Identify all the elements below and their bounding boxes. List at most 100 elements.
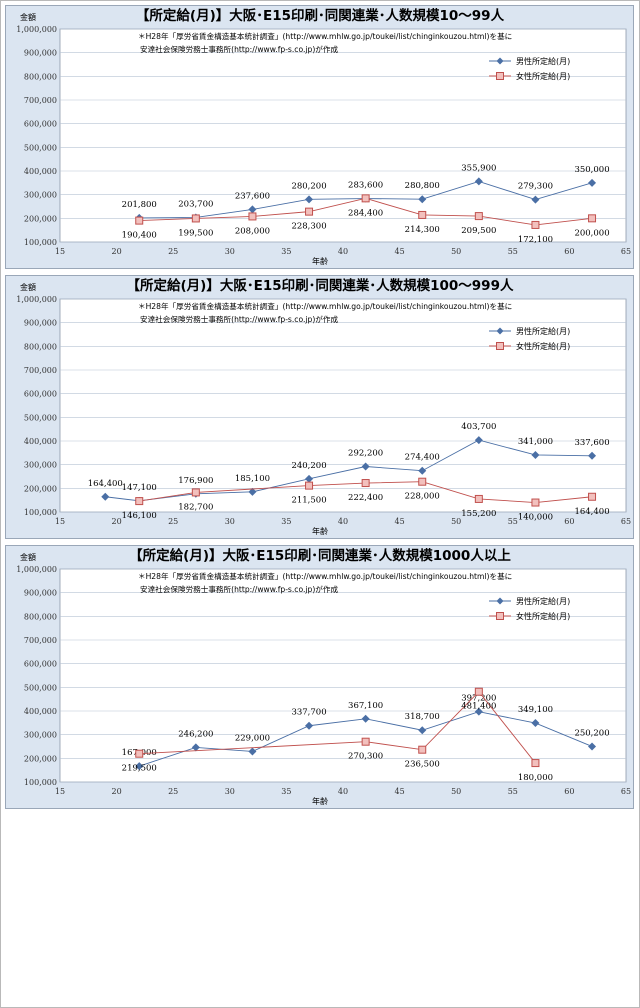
male-point — [531, 450, 540, 459]
y-tick-label: 400,000 — [24, 707, 57, 716]
chart-title: 【所定給(月)】大阪･E15印刷･同関連業･人数規模10～99人 — [136, 7, 505, 24]
x-tick-label: 65 — [621, 247, 631, 256]
data-label: 397,200 — [461, 694, 496, 704]
data-label: 236,500 — [405, 760, 440, 770]
data-label: 140,000 — [518, 513, 553, 523]
data-label: 228,300 — [291, 222, 326, 232]
source-note-line2: 安達社会保険労務士事務所(http://www.fp-s.co.jp)が作成 — [140, 314, 338, 324]
y-tick-label: 500,000 — [24, 413, 57, 422]
source-note-line1: ＊H28年「厚労省賃金構造基本統計調査」(http://www.mhlw.go.… — [138, 571, 512, 581]
male-point — [418, 726, 427, 735]
data-label: 214,300 — [405, 225, 440, 235]
chart-panel-2: 100,000 200,000 300,000 400,000 500,000 600,0… — [5, 275, 634, 539]
data-label: 147,100 — [122, 483, 157, 493]
x-tick-label: 30 — [225, 517, 235, 526]
male-point — [305, 721, 314, 730]
data-label: 219,500 — [122, 764, 157, 774]
data-label: 176,900 — [178, 476, 213, 486]
x-tick-label: 25 — [168, 787, 178, 796]
x-tick-label: 15 — [55, 247, 65, 256]
data-label: 481,400 — [461, 702, 496, 712]
x-tick-label: 40 — [338, 517, 348, 526]
y-tick-label: 500,000 — [24, 143, 57, 152]
x-tick-label: 35 — [281, 247, 291, 256]
male-point — [191, 743, 200, 752]
female-point — [361, 479, 370, 488]
data-label: 164,400 — [574, 507, 609, 517]
y-tick-label: 800,000 — [24, 612, 57, 621]
legend-marker — [496, 327, 504, 335]
x-tick-label: 25 — [168, 517, 178, 526]
data-label: 337,600 — [574, 438, 609, 448]
x-tick-label: 55 — [508, 247, 518, 256]
legend-entry: 男性所定給(月) — [516, 596, 570, 606]
data-label: 201,800 — [122, 200, 157, 210]
y-tick-label: 100,000 — [24, 238, 57, 247]
x-tick-label: 60 — [564, 517, 574, 526]
male-point — [474, 707, 483, 716]
chart-svg-1: 100,000 200,000 300,000 400,000 500,000 600,0… — [16, 7, 631, 266]
male-point — [588, 178, 597, 187]
y-tick-label: 700,000 — [24, 366, 57, 375]
female-point — [135, 497, 144, 506]
x-axis-label: 年齢 — [312, 526, 328, 536]
female-point — [305, 207, 314, 216]
y-tick-label: 600,000 — [24, 120, 57, 129]
x-tick-label: 50 — [451, 517, 461, 526]
female-point — [588, 492, 597, 501]
x-tick-label: 20 — [112, 787, 122, 796]
male-point — [531, 719, 540, 728]
male-point — [474, 436, 483, 445]
data-label: 280,200 — [291, 181, 326, 191]
female-point — [418, 745, 427, 754]
y-tick-label: 300,000 — [24, 461, 57, 470]
data-label: 180,000 — [518, 773, 553, 783]
data-label: 146,100 — [122, 511, 157, 521]
data-label: 155,200 — [461, 509, 496, 519]
y-tick-label: 1,000,000 — [16, 565, 57, 574]
legend-marker — [496, 57, 504, 65]
male-point — [305, 195, 314, 204]
data-label: 341,000 — [518, 437, 553, 447]
y-tick-label: 400,000 — [24, 437, 57, 446]
series-line — [139, 481, 593, 503]
y-tick-label: 900,000 — [24, 49, 57, 58]
female-point — [418, 477, 427, 486]
legend-marker — [496, 72, 504, 80]
data-label: 355,900 — [461, 163, 496, 173]
female-point — [135, 749, 144, 758]
female-point — [531, 220, 540, 229]
y-tick-label: 500,000 — [24, 683, 57, 692]
plot-area — [59, 298, 627, 513]
female-point — [474, 687, 483, 696]
male-point — [248, 747, 257, 756]
source-note-line2: 安達社会保険労務士事務所(http://www.fp-s.co.jp)が作成 — [140, 584, 338, 594]
data-label: 164,400 — [88, 479, 123, 489]
data-label: 185,100 — [235, 474, 270, 484]
x-tick-label: 60 — [564, 247, 574, 256]
x-tick-label: 45 — [395, 517, 405, 526]
y-tick-label: 700,000 — [24, 636, 57, 645]
x-tick-label: 30 — [225, 787, 235, 796]
data-label: 283,600 — [348, 181, 383, 191]
data-label: 292,200 — [348, 449, 383, 459]
male-point — [588, 451, 597, 460]
y-axis-label: 金額 — [20, 552, 36, 562]
male-point — [531, 195, 540, 204]
y-tick-label: 800,000 — [24, 342, 57, 351]
x-tick-label: 15 — [55, 787, 65, 796]
y-tick-label: 900,000 — [24, 319, 57, 328]
data-label: 203,700 — [178, 199, 213, 209]
male-point — [361, 462, 370, 471]
female-point — [305, 481, 314, 490]
data-label: 172,100 — [518, 235, 553, 245]
male-point — [135, 762, 144, 771]
legend-entry: 女性所定給(月) — [516, 71, 570, 81]
source-note-line2: 安達社会保険労務士事務所(http://www.fp-s.co.jp)が作成 — [140, 44, 338, 54]
y-tick-label: 600,000 — [24, 390, 57, 399]
data-label: 228,000 — [405, 492, 440, 502]
x-tick-label: 60 — [564, 787, 574, 796]
data-label: 350,000 — [574, 165, 609, 175]
data-label: 349,100 — [518, 705, 553, 715]
y-tick-label: 800,000 — [24, 72, 57, 81]
